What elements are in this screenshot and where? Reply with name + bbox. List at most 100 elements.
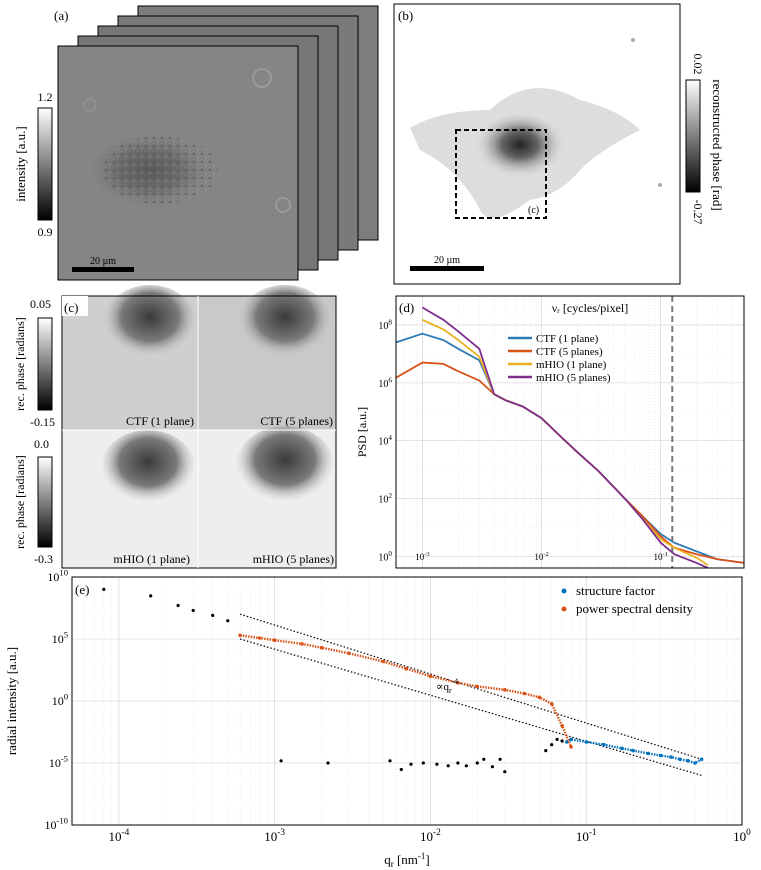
plot-area bbox=[396, 296, 744, 568]
colorbar-b-max: 0.02 bbox=[691, 54, 705, 75]
y-axis-label: radial intensity [a.u.] bbox=[4, 647, 19, 755]
panel-a: 20 µm (a) 1.2 0.9 intensity [a.u.] bbox=[13, 5, 379, 281]
data-point bbox=[464, 764, 468, 768]
series-trace bbox=[566, 738, 703, 765]
legend-marker bbox=[561, 588, 567, 594]
roi-label: (c) bbox=[528, 205, 539, 216]
data-point bbox=[399, 767, 403, 772]
scale-bar-label: 20 µm bbox=[434, 255, 460, 266]
roi-box bbox=[455, 129, 547, 219]
colorbar-a-max: 1.2 bbox=[38, 90, 53, 104]
panel-c: CTF (1 plane) CTF (5 planes) mHIO (1 pla… bbox=[13, 285, 337, 569]
colorbar-c-top: 0.05 -0.15 rec. phase [radians] bbox=[13, 297, 55, 429]
y-tick-label: 10-10 bbox=[45, 816, 69, 832]
data-point bbox=[191, 608, 195, 613]
series-points-2 bbox=[102, 587, 564, 774]
y-tick-label: 1010 bbox=[47, 568, 68, 584]
series-structure-factor bbox=[565, 737, 704, 765]
colorbar-b: 0.02 -0.27 reconstructed phase [rad] bbox=[685, 54, 725, 225]
tile-mhio-5: mHIO (5 planes) bbox=[198, 426, 336, 568]
data-point bbox=[560, 739, 564, 743]
y-tick-label: 104 bbox=[378, 434, 392, 448]
legend-label: CTF (1 plane) bbox=[536, 333, 599, 345]
data-point bbox=[211, 613, 215, 618]
panel-label-b: (b) bbox=[398, 8, 413, 23]
data-point bbox=[102, 587, 106, 592]
x-tick-label: 10-1 bbox=[654, 551, 668, 562]
legend-label: power spectral density bbox=[576, 601, 693, 616]
plot-frame bbox=[395, 295, 745, 569]
tile-label: mHIO (5 planes) bbox=[253, 552, 334, 566]
tile-ctf-1: CTF (1 plane) bbox=[62, 285, 198, 430]
data-point bbox=[409, 762, 413, 766]
tile-mhio-1: mHIO (1 plane) bbox=[62, 430, 198, 568]
data-point bbox=[176, 603, 180, 608]
series-trace bbox=[239, 634, 573, 748]
data-point bbox=[456, 761, 460, 765]
y-tick-label: 10-5 bbox=[49, 754, 68, 770]
x-tick-label: 100 bbox=[733, 828, 751, 844]
series-power-spectral-density bbox=[238, 633, 573, 749]
colorbar-a-min: 0.9 bbox=[38, 225, 53, 239]
data-point bbox=[226, 619, 230, 623]
panel-e-radial-plot: 10-4 10-3 10-2 10-1 100 10-10 10-5 100 105 1010 (e… bbox=[4, 568, 751, 869]
data-point bbox=[446, 764, 450, 768]
y-tick-label: 105 bbox=[52, 630, 68, 646]
x-tick-label: 10-3 bbox=[415, 551, 429, 562]
guide-line-upper bbox=[239, 613, 702, 760]
data-point bbox=[326, 761, 330, 765]
plot-frame bbox=[71, 576, 743, 826]
data-point bbox=[435, 762, 439, 766]
panel-label-e: (e) bbox=[75, 582, 89, 597]
data-point bbox=[279, 759, 283, 763]
y-axis-label: PSD [a.u.] bbox=[355, 407, 369, 457]
data-point bbox=[421, 761, 425, 765]
colorbar-a-label: intensity [a.u.] bbox=[13, 126, 28, 201]
y-tick-label: 106 bbox=[378, 376, 392, 390]
x-axis-label: qr [nm-1] bbox=[384, 851, 430, 869]
tile-label: CTF (5 planes) bbox=[260, 414, 333, 428]
panel-label-c: (c) bbox=[64, 300, 78, 315]
panel-label-bg bbox=[397, 297, 421, 317]
data-point bbox=[544, 749, 548, 753]
x-tick-label: 10-2 bbox=[534, 551, 548, 562]
data-point bbox=[388, 759, 392, 763]
colorbar-a: 1.2 0.9 intensity [a.u.] bbox=[13, 90, 53, 239]
panel-b: (c) 20 µm (b) 0.02 -0.27 reconstructed p… bbox=[393, 3, 725, 285]
tile-label: CTF (1 plane) bbox=[126, 414, 194, 428]
legend-label: mHIO (5 planes) bbox=[536, 372, 611, 384]
y-tick-label: 100 bbox=[52, 692, 68, 708]
legend: CTF (1 plane)CTF (5 planes)mHIO (1 plane… bbox=[508, 333, 611, 384]
colorbar-b-min: -0.27 bbox=[691, 200, 705, 225]
colorbar-c-top-min: -0.15 bbox=[30, 415, 55, 429]
scale-bar bbox=[410, 266, 484, 271]
series-mhio-5-planes- bbox=[421, 306, 709, 569]
data-point bbox=[475, 761, 479, 765]
legend: structure factor power spectral density bbox=[561, 583, 693, 616]
x-axis-label: νᵣ [cycles/pixel] bbox=[552, 301, 628, 315]
panel-label-bg bbox=[73, 578, 97, 598]
data-point bbox=[490, 765, 494, 769]
legend-label: CTF (5 planes) bbox=[536, 346, 603, 358]
panel-label-a: (a) bbox=[54, 8, 68, 23]
hologram-image: 20 µm bbox=[57, 45, 299, 281]
x-tick-label: 10-1 bbox=[576, 828, 597, 844]
panel-label-d: (d) bbox=[399, 300, 414, 315]
legend-label: structure factor bbox=[576, 583, 656, 598]
colorbar-c-bottom-label: rec. phase [radians] bbox=[13, 455, 27, 549]
colorbar-c-top-max: 0.05 bbox=[30, 297, 51, 311]
y-tick-label: 100 bbox=[378, 550, 392, 564]
x-tick-label: 10-4 bbox=[108, 828, 129, 844]
colorbar-c-top-label: rec. phase [radians] bbox=[13, 317, 27, 411]
data-point bbox=[550, 743, 554, 747]
legend-marker bbox=[561, 606, 567, 612]
panel-d-psd-plot: 10-3 10-2 10-1 100 102 104 106 108 (d) νᵣ [cycles… bbox=[355, 295, 745, 569]
colorbar-c-bottom-min: -0.3 bbox=[34, 552, 53, 566]
data-point bbox=[482, 757, 486, 761]
tile-label: mHIO (1 plane) bbox=[113, 552, 190, 566]
y-tick-label: 108 bbox=[378, 318, 392, 332]
data-point bbox=[555, 737, 559, 742]
x-tick-label: 10-2 bbox=[420, 828, 441, 844]
y-tick-label: 102 bbox=[378, 492, 392, 506]
